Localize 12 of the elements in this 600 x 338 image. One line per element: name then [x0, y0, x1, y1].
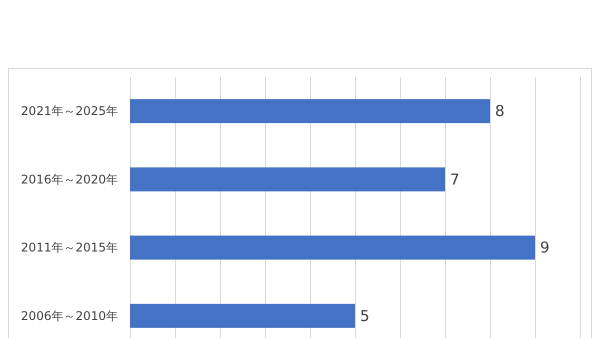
bar — [130, 167, 445, 192]
bar — [130, 236, 535, 260]
y-tick-label: 2006年～2010年 — [20, 308, 118, 323]
data-label: 8 — [495, 102, 505, 120]
data-label: 7 — [450, 170, 460, 188]
y-tick-label: 2016年～2020年 — [20, 172, 118, 186]
data-label: 9 — [540, 238, 550, 257]
bar — [130, 99, 490, 124]
data-label: 5 — [360, 306, 370, 325]
y-tick-label: 2021年～2025年 — [20, 104, 118, 118]
y-tick-label: 2011年～2015年 — [20, 240, 118, 255]
bar — [130, 304, 355, 328]
